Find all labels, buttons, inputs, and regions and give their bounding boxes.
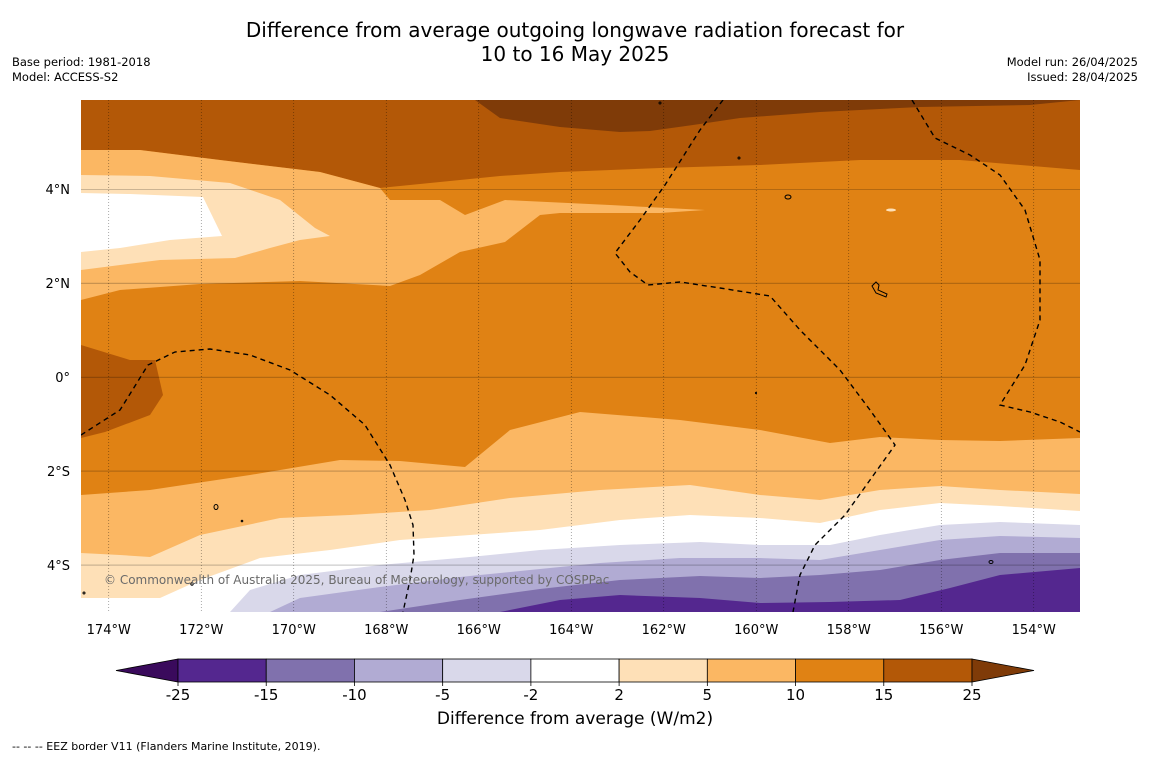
latitude-gridlines [81, 188, 1080, 566]
model-run-text: Model run: 26/04/2025 [1006, 55, 1138, 69]
colorbar-extend-high [971, 658, 1035, 683]
longitude-tick-label: 170°W [272, 623, 316, 638]
colorbar-tick-label: -15 [254, 686, 279, 704]
island-outlines [82, 101, 994, 595]
anomaly-band-25-north [475, 100, 1080, 132]
longitude-tick-label: 168°W [364, 623, 408, 638]
colorbar-segment [795, 658, 885, 683]
colorbar-segment [706, 658, 796, 683]
colorbar-segment [618, 658, 708, 683]
colorbar-tick-label: -5 [435, 686, 450, 704]
longitude-tick-label: 164°W [549, 623, 593, 638]
model-text: Model: ACCESS-S2 [12, 70, 119, 84]
longitude-tick-label: 174°W [87, 623, 131, 638]
colorbar-tick-label: 10 [786, 686, 805, 704]
colorbar-tick-label: 2 [614, 686, 624, 704]
longitude-tick-label: 156°W [919, 623, 963, 638]
anomaly-band-15-25-west [81, 345, 163, 438]
anomaly-band-15-25-north [81, 100, 1080, 188]
info-right: Model run: 26/04/2025 Issued: 28/04/2025 [1007, 55, 1138, 85]
colorbar-segment [883, 658, 973, 683]
issued-text: Issued: 28/04/2025 [1027, 70, 1138, 84]
eez-border-west [81, 348, 415, 612]
colorbar-tick-label: 15 [874, 686, 893, 704]
anomaly-band-neutral-north [81, 193, 222, 252]
colorbar-segment [354, 658, 444, 683]
title-line-1: Difference from average outgoing longwav… [245, 18, 905, 42]
longitude-tick-label: 162°W [642, 623, 686, 638]
longitude-tick-label: 166°W [457, 623, 501, 638]
colorbar-segment [530, 658, 620, 683]
base-period-text: Base period: 1981-2018 [12, 55, 151, 69]
eez-legend-note: -- -- -- EEZ border V11 (Flanders Marine… [12, 740, 321, 753]
colorbar-tick-label: 5 [703, 686, 713, 704]
title-line-2: 10 to 16 May 2025 [480, 42, 670, 66]
anomaly-band-minus15-minus10 [380, 553, 1080, 612]
colorbar-segment [442, 658, 532, 683]
latitude-tick-label: 2°N [46, 277, 71, 292]
colorbar-tick-label: -10 [342, 686, 367, 704]
longitude-tick-label: 172°W [179, 623, 223, 638]
latitude-tick-label: 2°S [47, 465, 70, 480]
colorbar-extend-low [115, 658, 179, 683]
longitude-tick-labels: 174°W 172°W 170°W 168°W 166°W 164°W 162°W 160°W… [87, 623, 1056, 638]
colorbar-tick-label: 25 [962, 686, 981, 704]
latitude-tick-label: 4°N [46, 183, 71, 198]
latitude-tick-labels: 4°N 2°N 0° 2°S 4°S [46, 183, 71, 574]
colorbar-segment [177, 658, 267, 683]
longitude-tick-label: 160°W [734, 623, 778, 638]
map-plot-area [81, 100, 1080, 612]
eez-border-east [614, 100, 896, 612]
colorbar-tick-label: -25 [166, 686, 191, 704]
colorbar-tick-label: -2 [523, 686, 538, 704]
colorbar: -25 -15 -10 -5 -2 2 5 10 15 25 [115, 658, 1035, 704]
colorbar-segment [265, 658, 355, 683]
info-left: Base period: 1981-2018 Model: ACCESS-S2 [12, 55, 151, 85]
longitude-tick-label: 154°W [1012, 623, 1056, 638]
chart-title: Difference from average outgoing longwav… [0, 18, 1150, 66]
copyright-notice: © Commonwealth of Australia 2025, Bureau… [104, 573, 609, 587]
anomaly-band-minus25-minus15 [500, 568, 1080, 612]
longitude-gridlines [108, 100, 1035, 612]
latitude-tick-label: 4°S [47, 559, 70, 574]
eez-border-north-east [911, 100, 1080, 433]
longitude-tick-label: 158°W [827, 623, 871, 638]
colorbar-label: Difference from average (W/m2) [436, 709, 714, 729]
latitude-tick-label: 0° [55, 371, 70, 386]
